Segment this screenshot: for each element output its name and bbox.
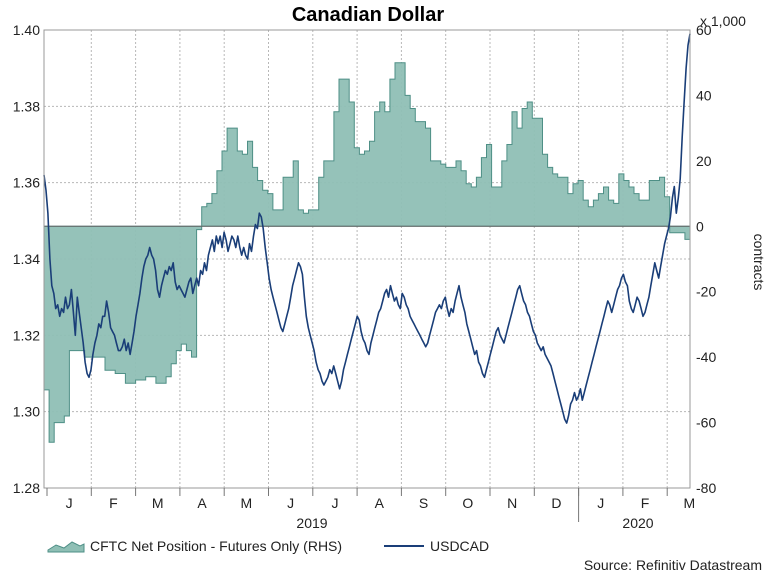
grid <box>44 29 690 488</box>
cftc-area-layer <box>43 62 691 443</box>
x-month-tick-label: S <box>419 495 428 511</box>
x-month-tick-label: F <box>641 495 650 511</box>
x-year-label-2020: 2020 <box>622 515 653 531</box>
axes <box>43 29 691 489</box>
right-axis-ticks: -80 -60 -40 -20 0 20 40 60 <box>696 22 716 496</box>
x-month-tick-label: A <box>197 495 207 511</box>
cftc-area <box>43 62 691 443</box>
x-month-tick-label: M <box>684 495 696 511</box>
y-left-tick-label: 1.38 <box>13 98 40 114</box>
legend-usdcad-label: USDCAD <box>430 538 489 554</box>
chart-title: Canadian Dollar <box>292 4 444 26</box>
legend-cftc-label: CFTC Net Position - Futures Only (RHS) <box>90 538 342 554</box>
x-year-label-2019: 2019 <box>296 515 327 531</box>
y-left-tick-label: 1.30 <box>13 404 40 420</box>
right-axis-label: contracts <box>751 234 767 291</box>
x-month-tick-label: N <box>507 495 517 511</box>
left-axis-ticks: 1.28 1.30 1.32 1.34 1.36 1.38 1.40 <box>13 22 40 496</box>
plot-frame <box>43 29 691 489</box>
y-right-tick-label: -80 <box>696 480 716 496</box>
x-month-tick-label: J <box>597 495 604 511</box>
y-left-tick-label: 1.34 <box>13 251 40 267</box>
usdcad-line <box>43 33 691 424</box>
y-right-tick-label: -60 <box>696 415 716 431</box>
legend-area-swatch <box>47 541 85 553</box>
y-right-tick-label: 40 <box>696 87 712 103</box>
y-left-tick-label: 1.36 <box>13 175 40 191</box>
x-month-tick-label: A <box>375 495 385 511</box>
x-month-tick-label: M <box>241 495 253 511</box>
x-month-tick-label: J <box>331 495 338 511</box>
y-right-tick-label: -20 <box>696 284 716 300</box>
y-right-tick-label: 60 <box>696 22 712 38</box>
x-month-tick-label: D <box>551 495 561 511</box>
y-right-tick-label: 20 <box>696 153 712 169</box>
right-axis-multiplier: x 1,000 <box>700 13 746 29</box>
source-label: Source: Refinitiv Datastream <box>584 557 762 573</box>
y-left-tick-label: 1.28 <box>13 480 40 496</box>
usdcad-line-layer <box>43 33 691 424</box>
x-month-tick-label: J <box>287 495 294 511</box>
y-right-tick-label: -40 <box>696 349 716 365</box>
x-month-tick-label: F <box>109 495 118 511</box>
x-month-tick-label: J <box>66 495 73 511</box>
y-left-tick-label: 1.32 <box>13 327 40 343</box>
y-right-tick-label: 0 <box>696 218 704 234</box>
x-month-tick-label: M <box>152 495 164 511</box>
x-month-tick-label: O <box>462 495 473 511</box>
legend: CFTC Net Position - Futures Only (RHS) U… <box>47 538 489 554</box>
y-left-tick-label: 1.40 <box>13 22 40 38</box>
